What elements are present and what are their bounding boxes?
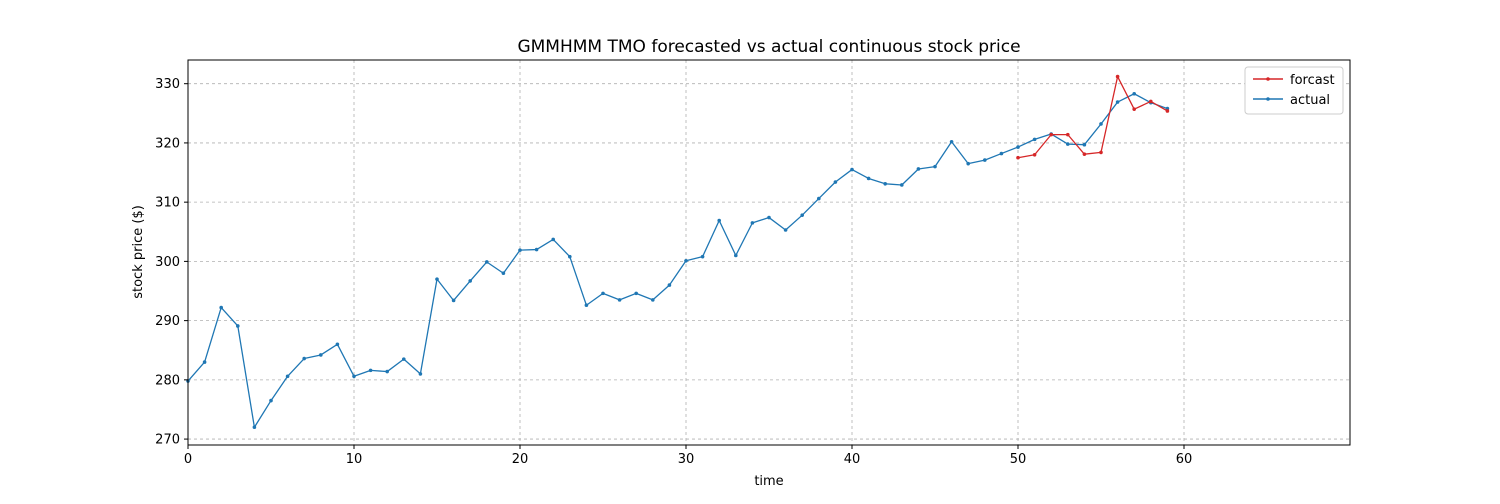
- y-tick-label: 320: [155, 136, 180, 151]
- legend-forcast-label: forcast: [1290, 73, 1335, 88]
- data-point-forcast: [1049, 132, 1053, 137]
- data-point-forcast: [1149, 99, 1153, 104]
- data-point-actual: [684, 258, 688, 263]
- data-point-actual: [833, 180, 838, 184]
- series-actual: [186, 91, 1170, 430]
- y-axis-label: stock price ($): [131, 205, 146, 299]
- data-point-actual: [949, 139, 954, 144]
- data-point-actual: [551, 237, 555, 242]
- data-point-actual: [1115, 100, 1120, 104]
- data-point-actual: [850, 167, 854, 172]
- data-point-actual: [252, 425, 257, 430]
- x-tick-label: 60: [1176, 452, 1193, 467]
- series-lines: [186, 74, 1170, 430]
- data-point-actual: [717, 218, 721, 223]
- data-point-actual: [269, 398, 273, 403]
- legend: forcast actual: [1244, 66, 1344, 115]
- data-point-actual: [601, 291, 605, 296]
- series-line-forcast: [1017, 75, 1168, 159]
- data-point-actual: [734, 253, 738, 258]
- data-point-actual: [866, 176, 871, 181]
- legend-forcast-marker: [1266, 77, 1270, 81]
- data-point-actual: [1099, 122, 1103, 126]
- data-point-actual: [617, 298, 622, 302]
- data-point-actual: [319, 353, 323, 357]
- data-point-actual: [335, 342, 340, 347]
- y-axis-ticks: 270 280 290 300 310 320 330: [155, 77, 188, 448]
- y-tick-label: 270: [155, 433, 180, 448]
- data-point-actual: [800, 213, 804, 217]
- data-point-actual: [219, 305, 223, 310]
- data-point-actual: [750, 221, 755, 225]
- data-point-actual: [916, 167, 921, 171]
- x-axis-ticks: 0 10 20 30 40 50 60: [184, 445, 1192, 467]
- data-point-actual: [817, 196, 821, 201]
- data-point-actual: [501, 271, 506, 276]
- data-point-actual: [667, 283, 672, 287]
- data-point-actual: [584, 303, 589, 308]
- legend-actual-marker: [1266, 97, 1270, 101]
- data-point-actual: [933, 164, 937, 169]
- data-point-actual: [883, 181, 887, 186]
- x-tick-label: 50: [1010, 452, 1027, 467]
- series-line-actual: [187, 93, 1168, 428]
- data-point-actual: [999, 151, 1004, 156]
- data-point-actual: [435, 277, 439, 281]
- data-point-actual: [568, 254, 572, 259]
- data-point-actual: [352, 374, 356, 379]
- data-point-actual: [451, 298, 456, 303]
- data-point-forcast: [1099, 150, 1103, 155]
- data-point-actual: [368, 368, 373, 373]
- series-forcast: [1016, 74, 1170, 160]
- data-point-actual: [385, 369, 390, 374]
- y-tick-label: 330: [155, 77, 180, 92]
- data-point-actual: [1016, 145, 1020, 149]
- grid-lines: [187, 60, 1350, 445]
- data-point-actual: [1132, 91, 1136, 96]
- data-point-actual: [1066, 142, 1070, 146]
- data-point-actual: [1032, 137, 1037, 142]
- data-point-forcast: [1032, 152, 1037, 157]
- data-point-actual: [302, 356, 307, 361]
- data-point-actual: [518, 248, 522, 252]
- data-point-forcast: [1016, 155, 1020, 160]
- x-tick-label: 20: [512, 452, 529, 467]
- data-point-actual: [900, 183, 904, 187]
- y-tick-label: 280: [155, 373, 180, 388]
- y-tick-label: 300: [155, 255, 180, 270]
- data-point-actual: [966, 161, 970, 166]
- data-point-actual: [402, 357, 406, 361]
- data-point-actual: [285, 374, 290, 379]
- data-point-actual: [767, 215, 771, 220]
- data-point-actual: [634, 291, 638, 296]
- data-point-forcast: [1115, 74, 1120, 79]
- data-point-forcast: [1082, 152, 1087, 156]
- x-tick-label: 10: [346, 452, 363, 467]
- data-point-actual: [485, 260, 489, 264]
- data-point-actual: [534, 247, 539, 252]
- data-point-forcast: [1132, 107, 1136, 111]
- legend-actual-label: actual: [1290, 93, 1330, 108]
- data-point-actual: [1082, 142, 1087, 147]
- chart-title: GMMHMM TMO forecasted vs actual continuo…: [517, 37, 1020, 57]
- data-point-forcast: [1066, 132, 1070, 137]
- data-point-actual: [202, 360, 207, 364]
- data-point-actual: [468, 279, 473, 283]
- y-tick-label: 310: [155, 196, 180, 211]
- x-tick-label: 30: [678, 452, 695, 467]
- data-point-actual: [418, 372, 423, 376]
- x-axis-label: time: [754, 474, 783, 489]
- data-point-actual: [236, 324, 240, 328]
- data-point-forcast: [1165, 109, 1170, 113]
- data-point-actual: [651, 298, 655, 302]
- data-point-actual: [700, 254, 705, 259]
- data-point-actual: [983, 158, 987, 162]
- data-point-actual: [783, 228, 788, 232]
- x-tick-label: 0: [184, 452, 192, 467]
- x-tick-label: 40: [844, 452, 861, 467]
- y-tick-label: 290: [155, 314, 180, 329]
- plot-area-frame: [187, 59, 1351, 446]
